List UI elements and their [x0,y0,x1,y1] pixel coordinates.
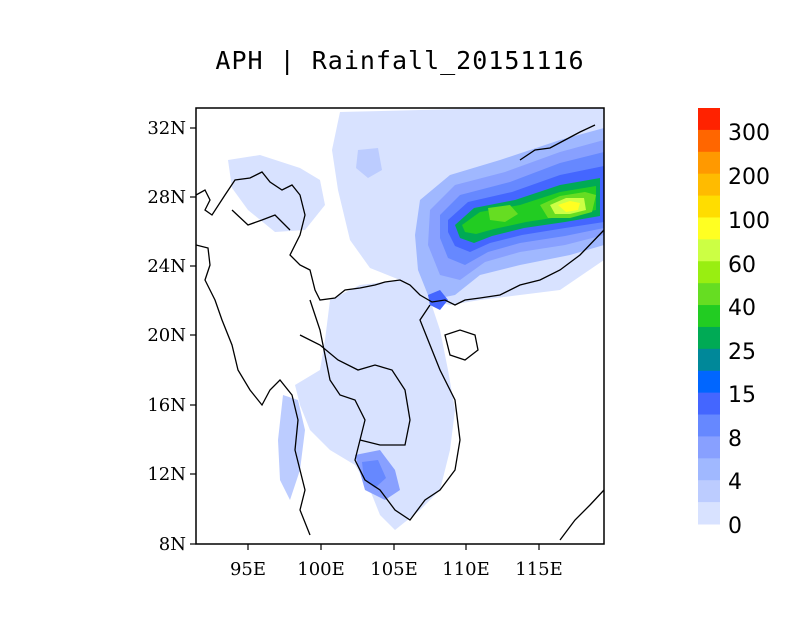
colorbar-labels: 300 200 100 60 40 25 15 8 4 0 [728,121,770,539]
colorbar-swatch [698,195,720,218]
colorbar-label: 0 [728,514,742,539]
colorbar-swatch [698,173,720,197]
colorbar-swatch [698,305,720,328]
lat-tick-label: 12N [147,464,186,485]
lat-tick-label: 8N [159,534,186,555]
lon-tick-label: 115E [515,559,563,580]
colorbar-label: 60 [728,253,756,278]
lon-tick-label: 95E [230,559,266,580]
colorbar-swatch [698,348,720,372]
colorbar-swatch [698,261,720,284]
colorbar-swatch [698,129,720,153]
colorbar-swatch [698,151,720,175]
colorbar-label: 25 [728,340,756,365]
colorbar [698,108,720,525]
colorbar-label: 4 [728,470,742,495]
map-title: APH | Rainfall_20151116 [215,46,585,75]
lat-tick-label: 20N [147,325,186,346]
colorbar-swatch [698,502,720,525]
lon-tick-label: 100E [297,559,345,580]
colorbar-label: 8 [728,427,742,452]
lon-tick-label: 105E [370,559,418,580]
lon-tick-label: 110E [442,559,490,580]
colorbar-swatch [698,370,720,394]
lat-tick-label: 32N [147,118,186,139]
colorbar-label: 40 [728,296,756,321]
longitude-axis: 95E 100E 105E 110E 115E [230,544,563,580]
lat-tick-label: 24N [147,256,186,277]
colorbar-swatch [698,108,720,131]
colorbar-label: 200 [728,165,770,190]
colorbar-swatch [698,480,720,503]
rainfall-field [228,108,604,530]
colorbar-label: 100 [728,209,770,234]
colorbar-label: 300 [728,121,770,146]
colorbar-swatch [698,239,720,262]
colorbar-swatch [698,326,720,350]
colorbar-swatch [698,392,720,416]
coastlines [196,124,604,541]
colorbar-swatch [698,458,720,481]
colorbar-swatch [698,283,720,306]
colorbar-swatch [698,414,720,437]
lat-tick-label: 16N [147,395,186,416]
lat-tick-label: 28N [147,187,186,208]
colorbar-swatch [698,436,720,459]
latitude-axis: 32N 28N 24N 20N 16N 12N 8N [147,118,196,555]
colorbar-swatch [698,217,720,240]
colorbar-label: 15 [728,383,756,408]
map-frame [195,107,605,545]
